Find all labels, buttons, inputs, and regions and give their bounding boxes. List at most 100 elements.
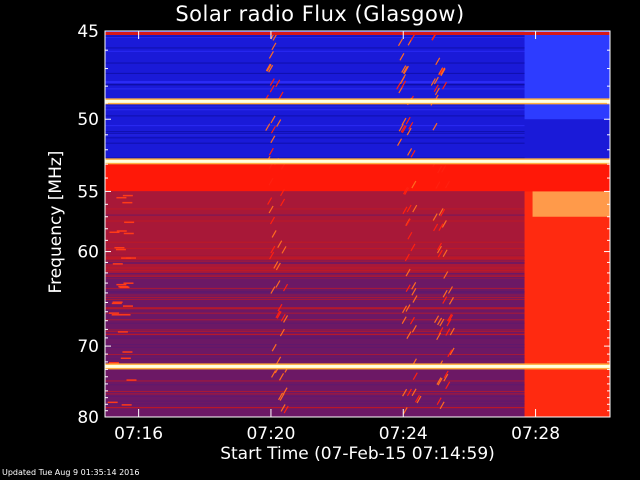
burst-mark [410, 243, 416, 252]
edge-streak [117, 331, 128, 333]
burst-mark [276, 311, 282, 319]
edge-streak [122, 351, 133, 353]
burst-mark [407, 148, 413, 156]
texture-line [105, 395, 525, 397]
texture-line [105, 62, 525, 64]
burst-mark [268, 51, 274, 59]
texture-line [105, 157, 525, 159]
constant-line [105, 159, 610, 163]
texture-line [105, 115, 525, 117]
burst-mark [434, 315, 440, 323]
burst-mark [445, 328, 451, 336]
texture-line [105, 257, 525, 259]
burst-mark [401, 80, 407, 89]
burst-mark [408, 121, 414, 130]
burst-mark [412, 372, 418, 380]
edge-streak [123, 232, 134, 235]
burst-mark [269, 84, 275, 93]
texture-line [105, 260, 525, 262]
x-tick-label: 07:28 [511, 424, 560, 444]
texture-line [105, 134, 525, 136]
edge-streak [126, 257, 137, 259]
burst-mark [276, 356, 282, 365]
burst-mark [411, 388, 417, 397]
burst-mark [411, 325, 417, 333]
edge-streak [111, 314, 122, 316]
burst-mark [411, 282, 417, 290]
burst-mark [279, 393, 285, 401]
texture-line [105, 247, 525, 249]
constant-line [105, 364, 610, 368]
burst-mark [437, 165, 443, 174]
burst-mark [448, 297, 454, 305]
burst-mark [445, 381, 451, 390]
burst-mark [449, 327, 455, 336]
burst-mark [436, 332, 442, 341]
bright-band [105, 164, 610, 192]
burst-mark [277, 303, 283, 312]
texture-line [105, 274, 525, 276]
top-stripe [105, 32, 610, 35]
texture-line [105, 142, 525, 144]
edge-streak [114, 246, 125, 249]
y-tick-label: 80 [77, 408, 99, 428]
texture-line [105, 336, 525, 338]
texture-line [105, 355, 525, 357]
burst-mark [269, 251, 275, 260]
y-tick-label: 70 [77, 337, 99, 357]
burst-mark [443, 271, 449, 279]
burst-mark [405, 218, 411, 227]
burst-mark [407, 231, 413, 240]
texture-line [105, 267, 525, 269]
texture-line [105, 307, 525, 309]
plot-frame [104, 30, 611, 418]
texture-line [105, 384, 525, 386]
x-axis-label: Start Time (07-Feb-15 07:14:59) [220, 444, 495, 464]
burst-mark [398, 123, 404, 132]
edge-streak [111, 302, 122, 305]
burst-mark [273, 261, 279, 269]
texture-line [105, 262, 525, 264]
burst-mark [278, 91, 284, 100]
burst-mark [271, 370, 277, 378]
burst-mark [438, 67, 444, 76]
burst-mark [438, 208, 444, 216]
texture-line [105, 277, 525, 279]
burst-mark [271, 230, 277, 238]
burst-mark [436, 397, 442, 405]
burst-mark [401, 125, 407, 134]
burst-mark [437, 249, 443, 258]
texture-line [105, 208, 525, 210]
texture-line [105, 407, 525, 409]
burst-mark [270, 286, 276, 294]
texture-line [105, 255, 525, 257]
edge-streak [116, 230, 127, 232]
burst-mark [436, 242, 442, 251]
edge-streak [122, 194, 133, 197]
texture-line [105, 82, 525, 84]
burst-mark [433, 76, 439, 85]
burst-mark [268, 147, 274, 156]
texture-line [105, 80, 525, 82]
texture-line [105, 36, 525, 38]
burst-mark [446, 318, 452, 327]
axis-ticks: 45 50 55 60 70 80 07:16 07:20 07:24 07:28 [77, 22, 610, 444]
burst-mark [447, 349, 453, 358]
burst-mark [280, 198, 286, 207]
burst-mark [266, 64, 272, 72]
burst-mark [268, 64, 274, 73]
burst-mark [399, 53, 405, 61]
y-axis-label: Frequency [MHz] [46, 150, 66, 294]
burst-mark [401, 65, 407, 73]
texture-line [105, 133, 525, 135]
x-tick-label: 07:20 [246, 424, 295, 444]
burst-mark [275, 262, 281, 271]
burst-mark [432, 122, 438, 131]
burst-mark [283, 315, 289, 323]
burst-mark [432, 213, 438, 221]
burst-mark [276, 119, 282, 127]
texture-line [105, 291, 525, 293]
burst-mark [449, 347, 455, 356]
texture-line [105, 403, 525, 405]
